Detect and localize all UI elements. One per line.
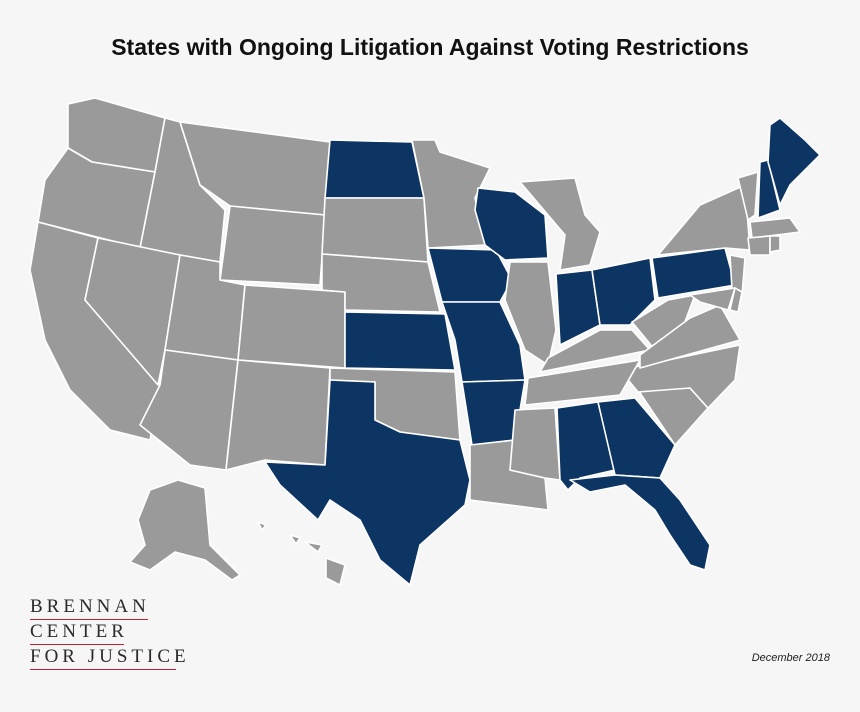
state-NY	[657, 184, 751, 256]
logo-line-2: CENTER	[30, 621, 124, 645]
state-VA	[639, 304, 741, 369]
brennan-center-logo: BRENNAN CENTER FOR JUSTICE	[30, 596, 186, 671]
state-SD	[321, 197, 429, 263]
state-RI	[769, 235, 781, 253]
state-KY	[539, 329, 651, 373]
state-OH	[591, 257, 656, 326]
state-CO	[237, 284, 346, 369]
state-ND	[324, 139, 425, 199]
state-GA	[597, 397, 676, 479]
state-VT	[737, 171, 759, 221]
state-NV	[84, 237, 181, 386]
state-WY	[219, 205, 326, 286]
state-MD	[689, 287, 736, 311]
state-HI	[257, 521, 346, 586]
state-TX	[264, 379, 471, 586]
state-NC	[619, 344, 741, 409]
state-MS	[509, 407, 561, 481]
state-MI	[519, 177, 601, 271]
state-KS	[344, 311, 456, 371]
date-label: December 2018	[751, 652, 830, 664]
map-title: States with Ongoing Litigation Against V…	[111, 34, 749, 60]
logo-line-1: BRENNAN	[30, 596, 148, 620]
state-NE	[321, 253, 441, 313]
state-WI	[474, 187, 549, 261]
state-DE	[729, 287, 743, 313]
state-TN	[524, 359, 641, 406]
logo-line-3: FOR JUSTICE	[30, 646, 186, 670]
state-CT	[747, 235, 771, 256]
state-ME	[767, 117, 821, 206]
state-AK	[129, 479, 241, 581]
state-NH	[757, 159, 781, 219]
state-NM	[225, 359, 331, 471]
state-WV	[631, 294, 696, 351]
state-FL	[569, 474, 711, 571]
state-MN	[411, 139, 491, 249]
state-MA	[749, 217, 801, 239]
